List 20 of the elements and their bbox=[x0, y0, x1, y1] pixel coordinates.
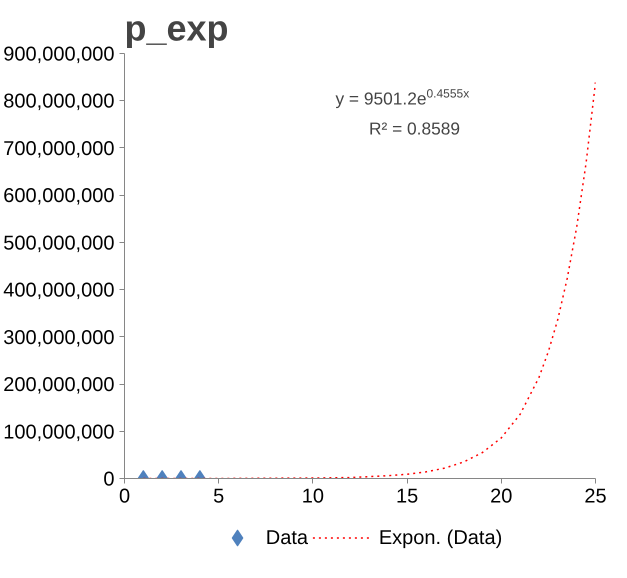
y-tick-label: 500,000,000 bbox=[3, 232, 115, 254]
legend-label: Expon. (Data) bbox=[378, 527, 502, 549]
y-tick-label: 200,000,000 bbox=[3, 374, 115, 396]
y-tick-label: 900,000,000 bbox=[3, 44, 115, 66]
x-tick-label: 25 bbox=[584, 486, 607, 508]
x-tick-label: 10 bbox=[302, 486, 324, 508]
x-tick-label: 5 bbox=[213, 486, 224, 508]
chart-title: p_exp bbox=[124, 8, 229, 48]
annotation: R² = 0.8589 bbox=[368, 118, 460, 138]
y-tick-label: 800,000,000 bbox=[3, 90, 115, 113]
x-tick-label: 20 bbox=[490, 486, 512, 508]
y-tick-label: 600,000,000 bbox=[3, 185, 115, 208]
legend-label: Data bbox=[266, 527, 309, 549]
y-tick-label: 300,000,000 bbox=[3, 326, 115, 349]
y-tick-label: 0 bbox=[103, 468, 114, 490]
y-tick-label: 700,000,000 bbox=[3, 138, 115, 160]
x-tick-label: 15 bbox=[396, 486, 418, 508]
y-tick-label: 400,000,000 bbox=[3, 280, 115, 302]
y-tick-label: 100,000,000 bbox=[3, 421, 115, 444]
x-tick-label: 0 bbox=[118, 486, 130, 508]
